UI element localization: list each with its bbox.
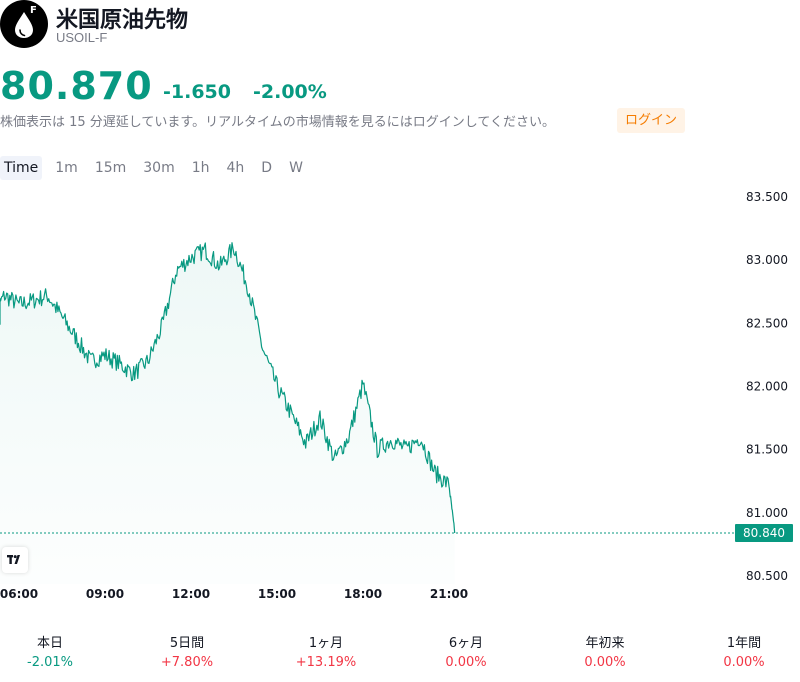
x-tick-label: 06:00 [0,587,38,601]
price-chart[interactable]: 83.500 83.000 82.500 82.000 81.500 81.000 80.5… [0,180,800,610]
tab-30m[interactable]: 30m [143,160,175,176]
perf-today[interactable]: 本日 -2.01% [0,634,100,672]
perf-value: -2.01% [27,655,73,670]
x-tick-label: 09:00 [86,587,124,601]
last-price: 80.870 [0,64,153,108]
x-axis: 06:00 09:00 12:00 15:00 18:00 21:00 [0,587,468,601]
perf-label: 5日間 [169,636,205,651]
x-tick-label: 12:00 [172,587,210,601]
x-tick-label: 15:00 [258,587,296,601]
y-tick-label: 83.500 [746,190,788,204]
perf-label: 年初来 [585,636,625,651]
tradingview-logo[interactable] [2,547,28,573]
perf-value: 0.00% [445,655,487,670]
y-tick-label: 81.000 [746,506,788,520]
delay-notice: 株価表示は 15 分遅延しています。リアルタイムの市場情報を見るにはログインして… [0,115,555,130]
y-tick-label: 83.000 [746,253,788,267]
perf-ytd[interactable]: 年初来 0.00% [555,634,655,672]
perf-value: 0.00% [723,655,765,670]
perf-label: 6ヶ月 [448,636,484,651]
perf-5d[interactable]: 5日間 +7.80% [137,634,237,672]
tab-time[interactable]: Time [0,156,43,180]
price-change-percent: -2.00% [253,81,327,103]
y-tick-label: 82.000 [746,380,788,394]
perf-1m[interactable]: 1ヶ月 +13.19% [276,634,376,672]
perf-value: +7.80% [160,655,214,670]
y-tick-label: 80.500 [746,569,788,583]
tab-1h[interactable]: 1h [191,160,210,176]
tab-15m[interactable]: 15m [94,160,127,176]
y-tick-label: 81.500 [746,443,788,457]
price-line [0,242,456,534]
timeframe-tabs: Time 1m 15m 30m 1h 4h D W [0,156,316,180]
perf-label: 1年間 [726,636,762,651]
perf-label: 本日 [36,636,63,651]
symbol-header: F 米国原油先物 USOIL-F [0,0,800,56]
last-price-label-text: 80.840 [743,526,785,540]
perf-1y[interactable]: 1年間 0.00% [694,634,794,672]
performance-bar: 本日 -2.01% 5日間 +7.80% 1ヶ月 +13.19% 6ヶ月 0.0… [0,634,800,674]
x-tick-label: 21:00 [430,587,468,601]
x-tick-label: 18:00 [344,587,382,601]
perf-6m[interactable]: 6ヶ月 0.00% [416,634,516,672]
oil-drop-icon [15,12,33,38]
perf-value: +13.19% [295,655,357,670]
symbol-logo: F [0,0,48,48]
tradingview-icon [7,555,20,564]
tab-d[interactable]: D [261,160,273,176]
logo-letter: F [30,5,37,16]
symbol-ticker: USOIL-F [56,30,108,45]
y-tick-label: 82.500 [746,316,788,330]
last-price-label: 80.840 [735,524,793,543]
tab-w[interactable]: W [289,160,303,176]
y-axis: 83.500 83.000 82.500 82.000 81.500 81.000 80.5… [746,190,788,583]
perf-value: 0.00% [584,655,626,670]
price-change: -1.650 [163,81,231,103]
tab-4h[interactable]: 4h [226,160,245,176]
tab-1m[interactable]: 1m [55,160,78,176]
quote-row: 80.870 -1.650 -2.00% [0,64,800,108]
symbol-name: 米国原油先物 [56,8,189,33]
price-area [0,242,455,584]
perf-label: 1ヶ月 [308,636,344,651]
login-button[interactable]: ログイン [617,108,686,133]
